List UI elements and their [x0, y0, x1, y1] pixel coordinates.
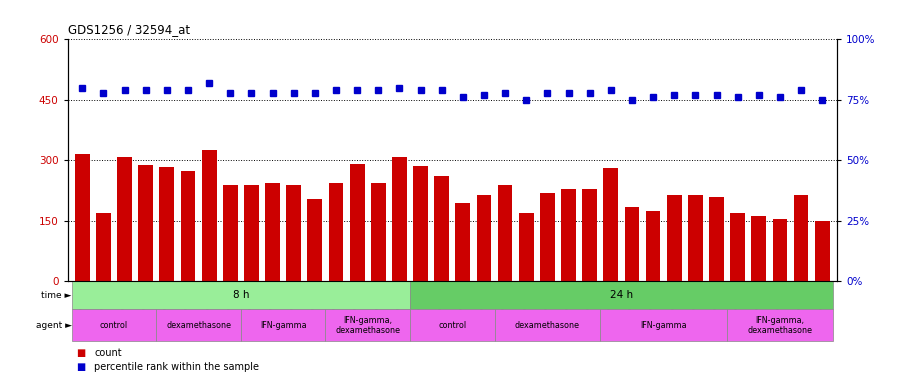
Text: count: count [94, 348, 122, 358]
Bar [410, 281, 832, 309]
Text: dexamethasone: dexamethasone [515, 321, 580, 330]
Bar [139, 165, 153, 281]
Bar [540, 194, 554, 281]
Text: 24 h: 24 h [610, 290, 633, 300]
Bar [603, 168, 618, 281]
Text: control: control [100, 321, 128, 330]
Bar [435, 177, 449, 281]
Bar [413, 165, 428, 281]
Bar [498, 184, 512, 281]
Text: IFN-gamma,
dexamethasone: IFN-gamma, dexamethasone [747, 316, 813, 335]
Bar [308, 199, 322, 281]
Bar [561, 189, 576, 281]
Bar [477, 195, 491, 281]
Bar [72, 309, 157, 341]
Bar [625, 207, 639, 281]
Bar [223, 184, 238, 281]
Bar [157, 309, 241, 341]
Text: ■: ■ [76, 348, 86, 358]
Bar [727, 309, 832, 341]
Text: ■: ■ [76, 362, 86, 372]
Bar [392, 157, 407, 281]
Bar [72, 281, 410, 309]
Text: IFN-gamma,
dexamethasone: IFN-gamma, dexamethasone [335, 316, 400, 335]
Bar [75, 154, 90, 281]
Bar [244, 185, 259, 281]
Bar [266, 183, 280, 281]
Text: percentile rank within the sample: percentile rank within the sample [94, 362, 259, 372]
Bar [688, 195, 703, 281]
Text: 8 h: 8 h [232, 290, 249, 300]
Text: IFN-gamma: IFN-gamma [260, 321, 306, 330]
Bar [709, 196, 724, 281]
Bar [645, 211, 661, 281]
Bar [181, 171, 195, 281]
Bar [241, 309, 326, 341]
Bar [202, 150, 217, 281]
Bar [159, 167, 175, 281]
Bar [371, 183, 386, 281]
Bar [600, 309, 727, 341]
Text: GDS1256 / 32594_at: GDS1256 / 32594_at [68, 22, 190, 36]
Bar [667, 195, 681, 281]
Bar [326, 309, 410, 341]
Bar [494, 309, 600, 341]
Bar [752, 216, 766, 281]
Text: time ►: time ► [41, 291, 72, 300]
Bar [794, 195, 808, 281]
Bar [117, 157, 132, 281]
Bar [410, 309, 494, 341]
Text: IFN-gamma: IFN-gamma [640, 321, 687, 330]
Bar [350, 164, 365, 281]
Text: dexamethasone: dexamethasone [166, 321, 231, 330]
Bar [582, 189, 597, 281]
Bar [518, 213, 534, 281]
Text: control: control [438, 321, 466, 330]
Bar [328, 183, 344, 281]
Bar [730, 213, 745, 281]
Bar [96, 213, 111, 281]
Bar [286, 184, 302, 281]
Bar [814, 221, 830, 281]
Bar [772, 219, 788, 281]
Text: agent ►: agent ► [36, 321, 72, 330]
Bar [455, 204, 470, 281]
